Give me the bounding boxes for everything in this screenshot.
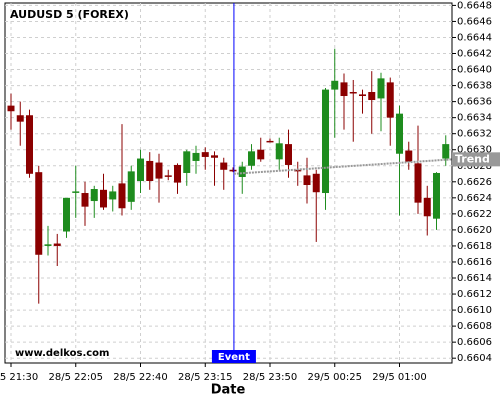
watermark: www.delkos.com: [15, 348, 109, 359]
candle-body: [53, 243, 61, 246]
candle-body: [368, 91, 376, 101]
candle-body: [7, 105, 15, 112]
candle-body: [377, 78, 385, 99]
candle-body: [238, 166, 246, 177]
candle-body: [303, 175, 311, 186]
x-tick-label: 29/5 00:25: [308, 372, 362, 383]
candle-body: [44, 244, 52, 246]
candle-body: [322, 89, 329, 194]
x-tick-label: 28/5 23:15: [178, 372, 232, 383]
y-tick-label: 0.6624: [457, 193, 492, 204]
y-tick-label: 0.6644: [457, 32, 492, 43]
candle-body: [312, 173, 320, 193]
trend-label: Trend: [455, 152, 490, 165]
plot-area: [4, 2, 453, 364]
candle-body: [257, 149, 265, 160]
candle-body: [340, 82, 348, 97]
candle-body: [359, 94, 366, 97]
candle-body: [349, 91, 357, 94]
event-label: Event: [218, 352, 250, 363]
y-tick-label: 0.6626: [457, 177, 492, 188]
candle-body: [90, 189, 98, 202]
candle-body: [155, 162, 163, 179]
y-tick-label: 0.6620: [457, 225, 492, 236]
x-tick-label: 29/5 01:00: [372, 372, 426, 383]
y-tick-label: 0.6606: [457, 337, 492, 348]
candle-body: [146, 160, 154, 181]
candle-body: [72, 191, 80, 193]
candle-body: [294, 169, 302, 172]
candle-body: [201, 152, 209, 157]
y-tick-label: 0.6648: [457, 0, 492, 11]
trend-line: [233, 158, 453, 175]
candle-body: [81, 193, 89, 207]
x-tick-label: 28/5 23:50: [243, 372, 297, 383]
y-tick-label: 0.6630: [457, 145, 492, 156]
candle-body: [127, 171, 135, 202]
candle-body: [109, 191, 117, 200]
y-tick-label: 0.6616: [457, 257, 492, 268]
candle-body: [386, 82, 394, 118]
y-tick-label: 0.6604: [457, 353, 492, 364]
candle-body: [396, 113, 403, 154]
candle-body: [248, 151, 255, 166]
event-label-box: [211, 350, 256, 363]
candle-body: [220, 162, 228, 170]
x-tick-label: 28/5 22:40: [113, 372, 167, 383]
candle-body: [405, 150, 413, 162]
overlays: Event: [211, 3, 453, 363]
candle-body: [183, 151, 191, 173]
candle-body: [63, 197, 70, 232]
y-tick-label: 0.6608: [457, 321, 492, 332]
y-tick-label: 0.6638: [457, 81, 492, 92]
y-tick-label: 0.6632: [457, 129, 492, 140]
candle-body: [118, 183, 126, 209]
candle-body: [211, 155, 218, 158]
y-tick-label: 0.6640: [457, 65, 492, 76]
candle-body: [100, 189, 107, 208]
candle-body: [192, 152, 200, 161]
y-tick-label: 0.6612: [457, 289, 492, 300]
candle-body: [414, 163, 422, 203]
y-tick-label: 0.6646: [457, 16, 492, 27]
candle-body: [229, 169, 237, 172]
candle-body: [26, 115, 33, 174]
y-tick-label: 0.6614: [457, 273, 492, 284]
chart-title: AUDUSD 5 (FOREX): [10, 8, 129, 21]
x-axis-label: Date: [211, 383, 246, 398]
x-tick-label: 28/5 21:30: [0, 372, 38, 383]
marks: [7, 48, 450, 304]
x-tick-label: 28/5 22:05: [49, 372, 103, 383]
candle-body: [35, 172, 43, 255]
candle-body: [433, 172, 440, 219]
y-tick-label: 0.6634: [457, 113, 492, 124]
candle-body: [442, 144, 450, 159]
candle-body: [174, 164, 181, 183]
candle-body: [164, 175, 172, 177]
y-tick-label: 0.6618: [457, 241, 492, 252]
candle-body: [16, 115, 24, 122]
trend-label-box: [452, 152, 500, 167]
candle-body: [266, 140, 274, 143]
y-tick-label: 0.6622: [457, 209, 492, 220]
candle-body: [275, 143, 283, 160]
y-tick-label: 0.6610: [457, 305, 492, 316]
candle-body: [137, 158, 144, 181]
candle-body: [423, 197, 431, 217]
candle-body: [331, 80, 339, 90]
y-tick-label: 0.6636: [457, 97, 492, 108]
y-tick-label: 0.6642: [457, 49, 492, 60]
candle-body: [285, 144, 292, 165]
